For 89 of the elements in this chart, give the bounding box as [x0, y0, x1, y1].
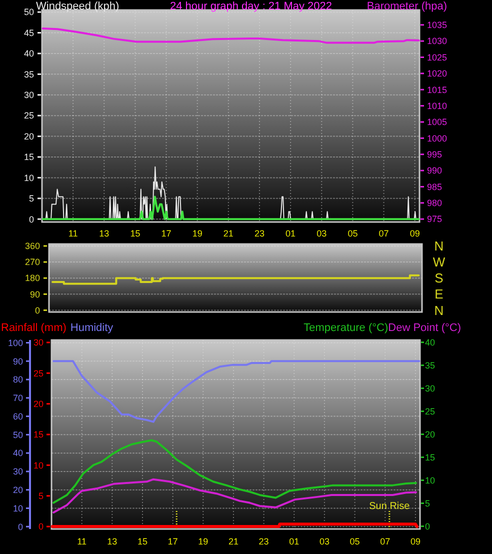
y-tick-label: 45 [24, 28, 34, 38]
x-tick-label: 03 [319, 536, 330, 546]
y-tick-label: 30 [12, 466, 23, 477]
x-tick-label: 03 [316, 228, 327, 238]
text: Windspeed (kph) [36, 0, 120, 12]
x-tick-label: 15 [137, 536, 148, 546]
y2-tick-label: 30 [425, 383, 436, 394]
y-tick-label: 40 [24, 48, 34, 59]
x-tick-label: 09 [410, 228, 420, 238]
y-tick-label: 90 [12, 356, 23, 366]
y2-tick-label: 1025 [427, 52, 448, 62]
y2-tick-label: 40 [425, 337, 436, 348]
y-tick-label: 60 [12, 411, 23, 422]
category-label: S [434, 270, 444, 286]
y-tick-label: 50 [24, 7, 34, 18]
y-tick-label: 70 [12, 393, 23, 404]
y-tick-label: 10 [24, 172, 34, 183]
y2-tick-label: 975 [427, 214, 442, 224]
y-tick-label: 35 [24, 69, 34, 80]
x-tick-label: 23 [254, 228, 264, 238]
x-tick-label: 05 [348, 228, 358, 238]
y-tick-label: 100 [8, 338, 23, 348]
x-tick-label: 09 [410, 536, 420, 546]
y-tick-label: 20 [12, 484, 23, 495]
y2-tick-label: 995 [427, 150, 442, 160]
x-tick-label: 11 [77, 536, 86, 546]
y2-tick-label: 1010 [427, 100, 448, 111]
y-tick-label: 0 [28, 214, 34, 224]
category-label: W [432, 254, 446, 270]
x-tick-label: 11 [68, 228, 78, 238]
category-label: E [434, 286, 444, 302]
y2-tick-label: 10 [425, 475, 436, 486]
y2-tick-label: 980 [427, 198, 442, 208]
y-tick-label: 40 [12, 448, 23, 458]
x-tick-label: 05 [350, 536, 360, 546]
y2-tick-label: 35 [425, 360, 436, 370]
text: Temperature (°C) [304, 322, 388, 334]
y2-tick-label: 1020 [427, 68, 448, 79]
y-tick-label: 20 [24, 131, 34, 142]
line-series [52, 360, 420, 423]
y-tick-label: 15 [24, 152, 34, 162]
category-label: N [434, 238, 444, 254]
y-tick-label: 25 [24, 110, 34, 121]
y-tick-label: 0 [18, 522, 23, 532]
x-tick-label: 13 [107, 536, 118, 546]
y-tick-label: 30 [24, 90, 34, 100]
x-tick-label: 15 [130, 228, 140, 238]
y2-tick-label: 985 [427, 182, 442, 192]
x-tick-label: 19 [192, 228, 202, 238]
chart-title: 24 hour graph day : 21 May 2022 [170, 0, 332, 12]
y-tick-label: 80 [12, 374, 23, 385]
y-tick-label: 50 [12, 430, 23, 440]
x-tick-label: 21 [223, 228, 234, 238]
x-tick-label: 21 [228, 536, 238, 546]
y2-tick-label: 15 [425, 452, 436, 462]
category-label: N [434, 302, 444, 318]
y2-tick-label: 1005 [427, 117, 448, 128]
ref-line-label: Sun Rise [369, 501, 410, 512]
y2-tick-label: 5 [425, 498, 430, 508]
y-tick-label: 180 [24, 273, 40, 284]
x-tick-label: 13 [99, 228, 110, 238]
x-tick-label: 07 [378, 228, 389, 238]
x-tick-label: 17 [161, 228, 172, 238]
y2-tick-label: 20 [425, 429, 436, 440]
text: Humidity [70, 322, 114, 334]
x-tick-label: 19 [198, 536, 208, 546]
y-tick-label: 360 [24, 241, 40, 252]
x-tick-label: 01 [286, 228, 296, 238]
line-series [52, 478, 417, 514]
y2-tick-label: 0 [425, 521, 430, 532]
x-tick-label: 23 [258, 536, 269, 546]
y2-tick-label: 25 [425, 406, 436, 416]
text: Barometer (hpa) [366, 0, 448, 12]
y2-tick-label: 990 [427, 166, 442, 176]
y2-tick-label: 1015 [427, 84, 448, 95]
y2-tick-label: 1030 [427, 36, 448, 46]
y-tick-label: 10 [12, 503, 23, 514]
y2-tick-label: 1035 [427, 20, 448, 30]
line-series [42, 196, 420, 220]
text: Rainfall (mm) [1, 322, 66, 334]
y-tick-label: 270 [24, 257, 40, 268]
x-tick-label: 01 [289, 536, 300, 546]
x-tick-label: 07 [380, 536, 390, 546]
y-tick-label: 90 [30, 289, 40, 300]
y2-tick-label: 1000 [427, 133, 448, 144]
text: Dew Point (°C) [388, 322, 461, 334]
y-tick-label: 5 [28, 194, 34, 204]
y-tick-label: 0 [34, 305, 40, 316]
x-tick-label: 17 [168, 536, 178, 546]
